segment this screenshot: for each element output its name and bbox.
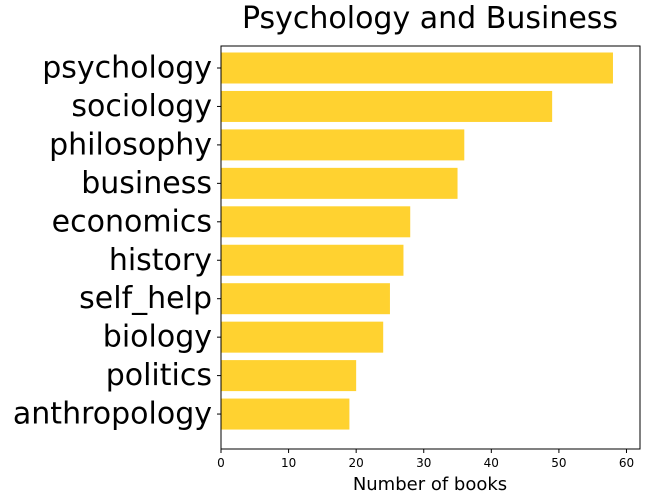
category-label-anthropology: anthropology <box>13 397 212 432</box>
bars-group <box>221 52 613 430</box>
category-label-biology: biology <box>103 320 212 355</box>
x-tick-label: 30 <box>416 456 431 470</box>
bar-economics <box>221 206 411 238</box>
bar-business <box>221 167 458 199</box>
x-tick-label: 40 <box>484 456 499 470</box>
bar-self-help <box>221 283 390 315</box>
x-axis-label: Number of books <box>353 474 507 494</box>
x-tick-label: 10 <box>281 456 296 470</box>
plot-frame <box>220 45 641 450</box>
category-label-sociology: sociology <box>71 89 212 124</box>
bar-biology <box>221 321 384 353</box>
x-tick-label: 0 <box>217 456 225 470</box>
category-label-economics: economics <box>52 204 212 239</box>
category-label-philosophy: philosophy <box>49 127 212 162</box>
bar-sociology <box>221 90 553 122</box>
category-label-psychology: psychology <box>42 51 212 86</box>
category-label-self-help: self_help <box>79 281 212 316</box>
bar-anthropology <box>221 398 350 430</box>
chart-title: Psychology and Business <box>242 1 618 36</box>
bar-philosophy <box>221 129 465 161</box>
bar-politics <box>221 360 357 392</box>
x-tick-label: 60 <box>619 456 634 470</box>
x-tick-label: 50 <box>551 456 566 470</box>
category-label-business: business <box>81 166 212 201</box>
category-label-history: history <box>109 243 212 278</box>
bar-history <box>221 244 404 276</box>
category-label-politics: politics <box>106 358 212 393</box>
x-tick-label: 20 <box>349 456 364 470</box>
bar-psychology <box>221 52 613 84</box>
x-ticks-group: 0 10 20 30 40 50 60 <box>217 67 634 470</box>
